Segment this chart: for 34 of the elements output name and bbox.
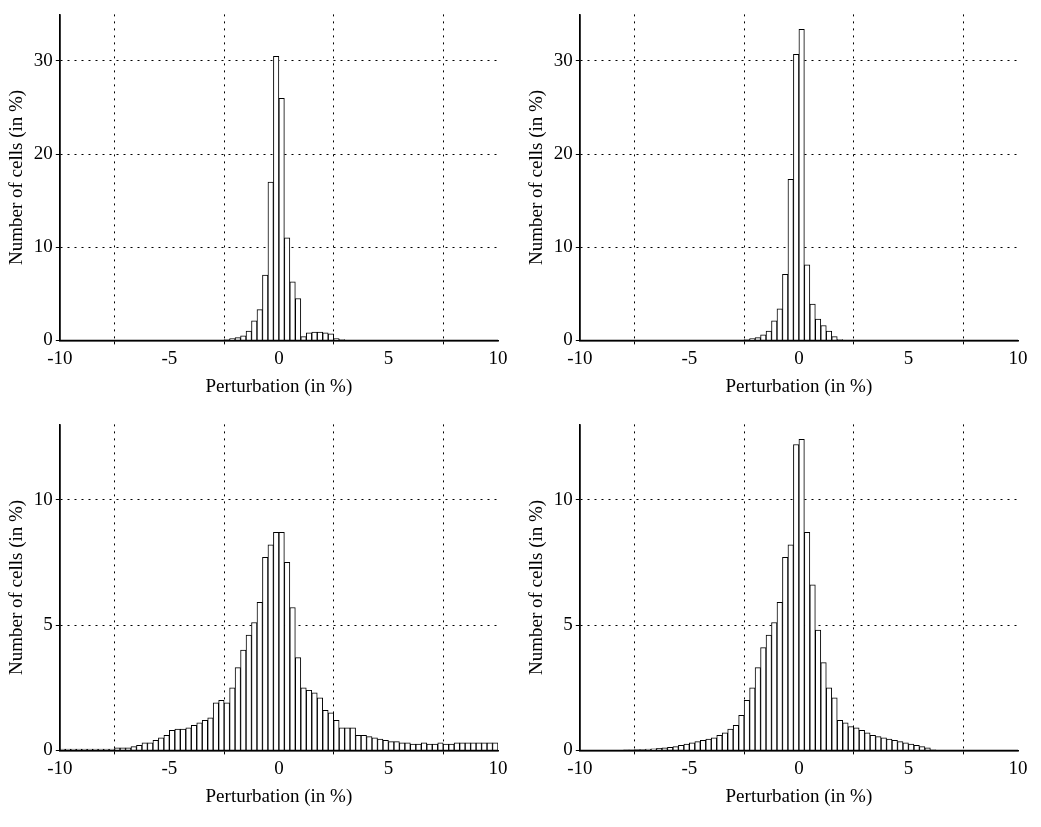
x-tick-label: -5 xyxy=(681,346,698,368)
y-tick-label: 5 xyxy=(43,613,53,634)
y-tick-label: 10 xyxy=(553,235,573,257)
y-tick-label: 5 xyxy=(563,613,573,634)
x-tick-label: 5 xyxy=(903,756,914,778)
x-axis-title: Perturbation (in %) xyxy=(205,784,353,807)
x-axis-title: Perturbation (in %) xyxy=(205,374,353,397)
x-tick-label: 5 xyxy=(383,756,394,778)
y-tick-label: 30 xyxy=(33,48,53,70)
x-tick-label: 0 xyxy=(794,756,804,778)
x-tick-label: 0 xyxy=(274,346,284,368)
y-tick-label: 10 xyxy=(33,235,53,257)
x-tick-label: -5 xyxy=(161,756,178,778)
x-tick-label: 10 xyxy=(488,346,508,368)
x-tick-label: -5 xyxy=(161,346,178,368)
y-axis-title: Number of cells (in %) xyxy=(5,89,28,265)
y-axis-title: Number of cells (in %) xyxy=(5,499,28,675)
x-tick-label: 10 xyxy=(1008,756,1028,778)
y-axis-title: Number of cells (in %) xyxy=(525,89,548,265)
y-axis-title: Number of cells (in %) xyxy=(525,499,548,675)
x-tick-label: 10 xyxy=(488,756,508,778)
x-axis-title: Perturbation (in %) xyxy=(725,784,873,807)
x-tick-label: 10 xyxy=(1008,346,1028,368)
y-tick-label: 20 xyxy=(33,142,53,164)
x-tick-label: -5 xyxy=(681,756,698,778)
x-tick-label: 0 xyxy=(274,756,284,778)
x-axis-title: Perturbation (in %) xyxy=(725,374,873,397)
x-tick-label: 5 xyxy=(903,346,914,368)
x-tick-label: 5 xyxy=(383,346,394,368)
x-tick-label: 0 xyxy=(794,346,804,368)
y-tick-label: 10 xyxy=(33,487,53,509)
y-tick-label: 30 xyxy=(553,48,573,70)
y-tick-label: 20 xyxy=(553,142,573,164)
y-tick-label: 10 xyxy=(553,487,573,509)
